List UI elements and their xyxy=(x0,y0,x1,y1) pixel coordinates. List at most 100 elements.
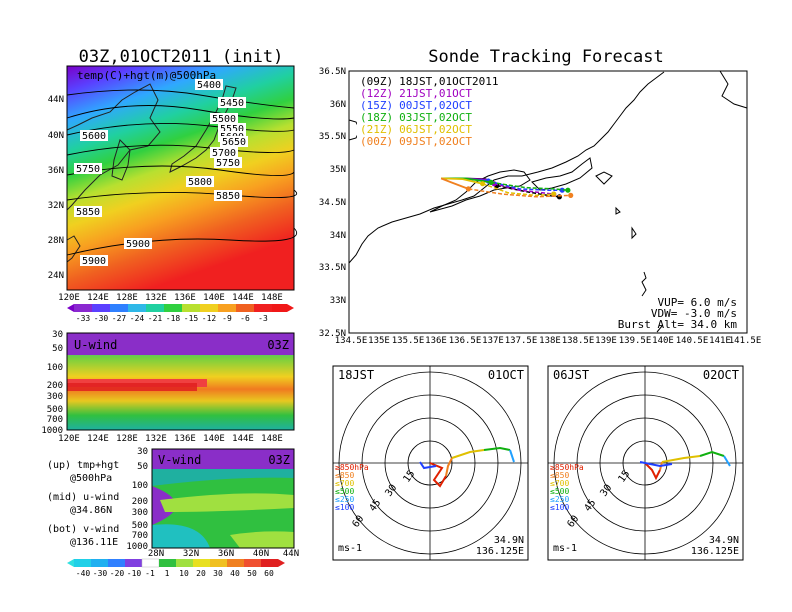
lat-tick: 36N xyxy=(330,100,346,110)
level-label: ≤850 xyxy=(550,471,569,480)
lat-tick: 36N xyxy=(48,166,64,176)
pressure-tick: 100 xyxy=(47,363,63,373)
legend-line: @500hPa xyxy=(70,473,112,484)
contour-label: 5750 xyxy=(216,158,240,169)
lat-tick: 35.5N xyxy=(319,132,346,142)
lat-tick: 28N xyxy=(148,549,164,559)
hodo-units: ms-1 xyxy=(553,543,577,554)
left-title: 03Z,01OCT2011 (init) xyxy=(79,47,284,67)
wind-colorbar: -40 -30 -20 -10 -1 1 10 20 30 40 50 60 xyxy=(67,558,285,578)
level-label: ≤250 xyxy=(335,495,354,504)
lon-tick: 132E xyxy=(145,293,167,303)
level-label: ≤500 xyxy=(335,487,354,496)
lat-tick: 33N xyxy=(330,296,346,306)
level-label: ≥850hPa xyxy=(335,463,369,472)
u-wind-panel: U-wind 03Z 30 50 100 200 300 500 700 100… xyxy=(41,330,295,444)
lon-tick: 124E xyxy=(87,434,109,444)
pressure-tick: 200 xyxy=(132,497,148,507)
lon-tick: 148E xyxy=(261,293,283,303)
pressure-tick: 500 xyxy=(132,521,148,531)
colorbar-tick: -33 xyxy=(76,314,91,323)
colorbar-tick: 1 xyxy=(165,569,170,578)
contour-label: 5850 xyxy=(216,191,240,202)
level-label: ≤250 xyxy=(550,495,569,504)
legend-entry-00z: (00Z) 09JST,02OCT xyxy=(360,135,472,148)
legend-line: @34.86N xyxy=(70,505,112,516)
level-label: ≤700 xyxy=(550,479,569,488)
legend-line: @136.11E xyxy=(70,537,118,548)
level-label: ≥850hPa xyxy=(550,463,584,472)
lon-tick: 138E xyxy=(539,336,561,346)
temperature-height-map: 5400 5450 5500 5550 5600 5600 5650 5700 … xyxy=(48,65,298,303)
pressure-tick: 30 xyxy=(137,447,148,457)
pressure-tick: 700 xyxy=(132,531,148,541)
descent-track xyxy=(490,181,568,191)
lon-tick: 120E xyxy=(58,293,80,303)
info-burst: Burst Alt= 34.0 km xyxy=(618,318,738,331)
lon-tick: 139.5E xyxy=(619,336,652,346)
contour-label: 5900 xyxy=(82,256,106,267)
lon-tick: 136E xyxy=(174,434,196,444)
hodo-header-right: 02OCT xyxy=(703,368,739,382)
pressure-tick: 30 xyxy=(52,330,63,340)
track-panel: (09Z) 18JST,01OCT2011 (12Z) 21JST,01OCT (1… xyxy=(319,67,761,346)
pressure-tick: 300 xyxy=(47,392,63,402)
land-point xyxy=(556,194,563,200)
lon-tick: 128E xyxy=(116,293,138,303)
lat-tick: 34.5N xyxy=(319,198,346,208)
lon-tick: 124E xyxy=(87,293,109,303)
lat-tick: 40N xyxy=(253,549,269,559)
colorbar-tick: -15 xyxy=(184,314,199,323)
colorbar-tick: 60 xyxy=(264,569,274,578)
lat-tick: 32N xyxy=(183,549,199,559)
land-point xyxy=(565,187,571,193)
lat-tick: 33.5N xyxy=(319,263,346,273)
colorbar-tick: -9 xyxy=(222,314,232,323)
hodo-lat: 34.9N xyxy=(494,535,524,546)
pressure-tick: 1000 xyxy=(126,542,148,552)
ascent-track xyxy=(441,177,483,185)
info-vdw: VDW= -3.0 m/s xyxy=(651,307,737,320)
hodograph-18jst: 18JST 01OCT 15 30 45 60 ≥850hPa ≤850 ≤70… xyxy=(332,365,529,561)
legend-entry-15z: (15Z) 00JST,02OCT xyxy=(360,99,472,112)
contour-label: 5700 xyxy=(212,148,236,159)
legend-entry-21z: (21Z) 06JST,02OCT xyxy=(360,123,472,136)
colorbar-tick: -27 xyxy=(112,314,127,323)
lat-tick: 44N xyxy=(283,549,299,559)
descent-track xyxy=(482,182,554,197)
v-wind-panel: V-wind 03Z 30 50 100 200 300 500 700 100… xyxy=(126,447,299,559)
level-label: ≤100 xyxy=(550,503,569,512)
legend-line: (mid) u-wind xyxy=(47,492,119,503)
hodo-lon: 136.125E xyxy=(476,546,524,557)
lon-tick: 140E xyxy=(652,336,674,346)
lon-tick: 137E xyxy=(482,336,504,346)
pressure-tick: 50 xyxy=(137,462,148,472)
colorbar-tick: 30 xyxy=(213,569,223,578)
colorbar-tick: 40 xyxy=(230,569,240,578)
lon-tick: 135.5E xyxy=(392,336,425,346)
colorbar-tick: -40 xyxy=(76,569,91,578)
level-label: ≤700 xyxy=(335,479,354,488)
level-label: ≤100 xyxy=(335,503,354,512)
lon-tick: 136E xyxy=(425,336,447,346)
descent-track xyxy=(488,180,563,191)
v-wind-time: 03Z xyxy=(268,453,290,467)
colorbar-tick: -30 xyxy=(93,569,108,578)
hodo-lon: 136.125E xyxy=(691,546,739,557)
colorbar-tick: -12 xyxy=(202,314,217,323)
ascent-info: VUP= 6.0 m/s VDW= -3.0 m/s Burst Alt= 34… xyxy=(618,296,738,331)
contour-label: 5800 xyxy=(188,177,212,188)
colorbar-tick: -21 xyxy=(148,314,163,323)
lon-tick: 141E xyxy=(709,336,731,346)
pressure-tick: 300 xyxy=(132,508,148,518)
hodo-lat: 34.9N xyxy=(709,535,739,546)
lat-tick: 28N xyxy=(48,236,64,246)
lon-tick: 136E xyxy=(174,293,196,303)
colorbar-tick: -1 xyxy=(145,569,155,578)
colorbar-tick: -30 xyxy=(94,314,109,323)
contour-label: 5750 xyxy=(76,164,100,175)
legend-line: (bot) v-wind xyxy=(47,524,119,535)
colorbar-tick: -20 xyxy=(110,569,125,578)
map-panel-label: temp(C)+hgt(m)@500hPa xyxy=(77,69,216,82)
